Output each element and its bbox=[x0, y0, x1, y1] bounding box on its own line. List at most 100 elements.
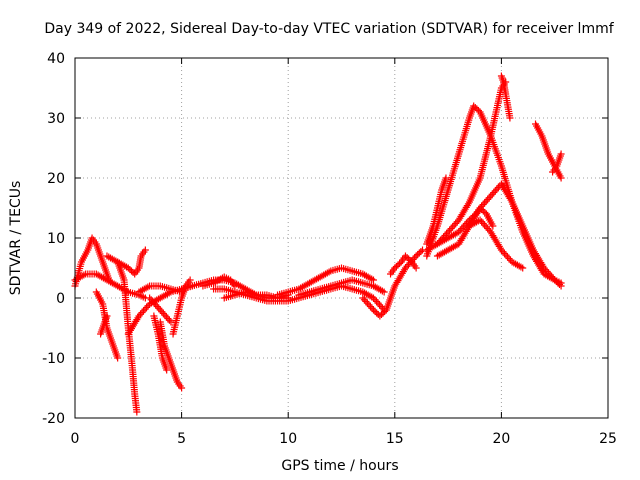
data-point bbox=[481, 199, 489, 207]
series-track-2 bbox=[71, 270, 149, 302]
data-point bbox=[411, 254, 419, 262]
data-point bbox=[487, 192, 495, 200]
data-point bbox=[415, 249, 423, 257]
data-point bbox=[136, 310, 144, 318]
data-point bbox=[152, 301, 160, 309]
data-point bbox=[133, 408, 141, 416]
data-point bbox=[371, 308, 379, 315]
y-tick-label: -10 bbox=[42, 351, 65, 367]
series-track-24 bbox=[433, 180, 565, 287]
data-point bbox=[479, 219, 487, 227]
y-tick-label: 30 bbox=[47, 111, 65, 127]
data-point bbox=[499, 248, 507, 256]
series-track-12 bbox=[146, 294, 175, 326]
data-point bbox=[377, 311, 385, 318]
data-point bbox=[479, 207, 487, 215]
data-point bbox=[557, 174, 565, 182]
series-track-9 bbox=[156, 318, 186, 392]
data-point bbox=[163, 366, 171, 374]
series-track-10 bbox=[150, 312, 171, 374]
data-point bbox=[488, 190, 496, 198]
data-point bbox=[379, 309, 387, 317]
data-point bbox=[394, 261, 402, 269]
data-point bbox=[391, 264, 399, 272]
series-track-27 bbox=[497, 72, 514, 122]
y-tick-label: -20 bbox=[42, 411, 65, 427]
data-point bbox=[231, 282, 239, 290]
data-point bbox=[476, 216, 484, 224]
data-point bbox=[146, 294, 154, 302]
data-point bbox=[519, 264, 527, 272]
data-point bbox=[444, 228, 452, 236]
data-point bbox=[401, 264, 409, 272]
data-point bbox=[371, 296, 379, 304]
series-track-25 bbox=[433, 216, 527, 272]
data-point bbox=[392, 263, 400, 270]
data-point bbox=[478, 206, 486, 213]
data-point bbox=[542, 266, 550, 274]
data-point bbox=[485, 194, 493, 202]
data-point bbox=[164, 315, 172, 323]
data-point bbox=[493, 185, 501, 193]
y-tick-label: 0 bbox=[56, 291, 65, 307]
data-point bbox=[373, 297, 381, 305]
x-axis-label: GPS time / hours bbox=[281, 458, 398, 474]
data-point bbox=[377, 303, 385, 311]
data-point bbox=[405, 255, 413, 263]
series-track-26 bbox=[465, 204, 497, 230]
data-point bbox=[403, 262, 411, 270]
data-point bbox=[362, 297, 370, 305]
data-points bbox=[71, 72, 565, 416]
data-point bbox=[284, 294, 292, 302]
data-point bbox=[103, 312, 111, 320]
data-point bbox=[376, 312, 384, 320]
data-point bbox=[505, 255, 513, 263]
data-point bbox=[502, 251, 510, 259]
data-point bbox=[396, 260, 404, 267]
data-point bbox=[161, 311, 169, 319]
data-point bbox=[503, 253, 511, 261]
data-point bbox=[153, 303, 161, 311]
y-tick-label: 40 bbox=[47, 51, 65, 67]
data-point bbox=[401, 252, 409, 260]
y-tick-label: 20 bbox=[47, 171, 65, 187]
data-point bbox=[470, 102, 478, 110]
data-point bbox=[149, 297, 157, 305]
data-point bbox=[450, 221, 458, 229]
data-point bbox=[141, 246, 149, 254]
data-point bbox=[373, 309, 381, 317]
data-point bbox=[459, 223, 467, 231]
series-track-18 bbox=[295, 276, 388, 299]
x-tick-label: 0 bbox=[71, 431, 80, 447]
data-point bbox=[359, 294, 367, 302]
data-point bbox=[406, 257, 414, 264]
data-point bbox=[127, 267, 135, 275]
data-point bbox=[546, 271, 554, 279]
x-tick-label: 25 bbox=[599, 431, 617, 447]
data-point bbox=[453, 218, 461, 226]
data-point bbox=[456, 226, 464, 234]
data-point bbox=[366, 303, 374, 311]
data-point bbox=[165, 316, 173, 324]
data-point bbox=[114, 354, 122, 362]
data-point bbox=[158, 308, 166, 316]
data-point bbox=[484, 225, 492, 233]
data-point bbox=[500, 249, 508, 257]
data-point bbox=[446, 226, 454, 234]
series-track-28 bbox=[532, 120, 565, 182]
data-point bbox=[471, 104, 479, 111]
data-point bbox=[484, 195, 492, 203]
data-point bbox=[412, 264, 420, 272]
data-point bbox=[491, 187, 499, 195]
data-point bbox=[162, 313, 170, 321]
data-point bbox=[490, 189, 498, 197]
data-point bbox=[473, 105, 481, 113]
data-point bbox=[365, 301, 373, 309]
series-track-4 bbox=[114, 258, 141, 416]
data-point bbox=[135, 312, 143, 320]
series-track-14 bbox=[199, 273, 239, 290]
data-point bbox=[452, 219, 460, 227]
data-point bbox=[126, 266, 134, 273]
data-point bbox=[545, 269, 553, 277]
